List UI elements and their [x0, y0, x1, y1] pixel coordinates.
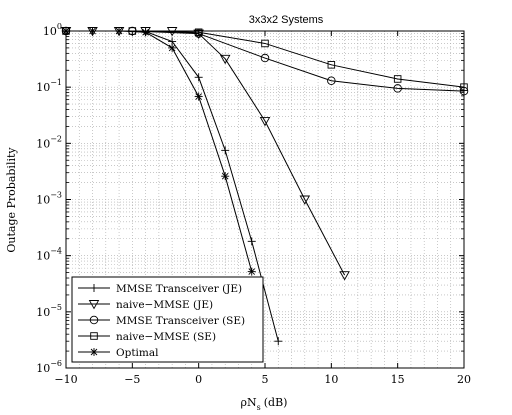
axis-ticks — [65, 30, 465, 369]
x-axis-label-sub: s — [257, 403, 261, 412]
data-point — [194, 29, 203, 38]
y-tick-label: 10−5 — [36, 303, 62, 319]
data-point — [274, 337, 283, 346]
y-tick-label: 10−4 — [36, 247, 62, 263]
x-tick-label: 20 — [457, 373, 471, 386]
y-tick-label: 10−1 — [36, 78, 62, 94]
x-tick-label: 5 — [262, 373, 269, 386]
x-tick-label: 0 — [195, 373, 202, 386]
data-point — [327, 61, 336, 69]
data-point — [261, 39, 269, 48]
legend-label: Optimal — [116, 347, 159, 359]
data-point — [247, 267, 256, 276]
legend-label: naive−MMSE (SE) — [116, 331, 216, 343]
data-point — [259, 117, 271, 127]
data-point — [194, 73, 203, 82]
y-tick-label: 10−2 — [36, 134, 62, 150]
legend-label: MMSE Transceiver (SE) — [116, 315, 245, 327]
y-tick-label: 10−6 — [36, 359, 62, 375]
legend-marker — [90, 348, 98, 356]
data-point — [168, 43, 177, 52]
legend-marker — [90, 332, 98, 340]
data-point — [299, 195, 311, 205]
y-tick-label: 10−3 — [36, 191, 62, 207]
legend-marker — [89, 315, 99, 325]
x-tick-label: −5 — [124, 373, 140, 386]
data-point — [393, 84, 402, 93]
chart-title: 3x3x2 Systems — [249, 14, 324, 26]
data-point — [141, 28, 150, 37]
data-point — [339, 271, 350, 281]
legend-label: MMSE Transceiver (JE) — [116, 283, 242, 295]
y-tick-label: 100 — [43, 22, 62, 38]
data-point — [393, 75, 402, 83]
legend-label: naive−MMSE (JE) — [116, 299, 213, 311]
series-line — [66, 30, 346, 276]
data-point — [219, 54, 231, 65]
x-tick-label: 10 — [324, 373, 338, 386]
x-axis-label: ρNs (dB) — [241, 396, 288, 412]
data-point — [247, 237, 256, 246]
data-point — [327, 76, 336, 86]
y-axis-label: Outage Probability — [5, 147, 18, 253]
legend-entry: Optimal — [78, 347, 159, 359]
data-point — [260, 53, 270, 63]
legend: MMSE Transceiver (JE) naive−MMSE (JE) MMSE… — [71, 276, 264, 363]
data-point — [221, 146, 230, 155]
data-point — [194, 92, 203, 101]
x-axis-label-unit: (dB) — [264, 396, 288, 409]
legend-entry: MMSE Transceiver (JE) — [78, 283, 242, 295]
series-1 — [60, 27, 350, 281]
legend-entry: MMSE Transceiver (SE) — [78, 315, 245, 327]
x-tick-label: −10 — [54, 373, 77, 386]
data-point — [221, 172, 230, 181]
legend-entry: naive−MMSE (SE) — [78, 331, 216, 343]
legend-marker — [90, 284, 98, 292]
legend-marker — [88, 300, 100, 310]
x-axis-label-main: ρN — [241, 396, 257, 409]
x-tick-label: 15 — [391, 373, 405, 386]
tick-labels: −10 −5 0 5 10 15 20 100 10−1 10−2 10−3 10−4 10−5 10−6 — [36, 22, 471, 386]
legend-entry: naive−MMSE (JE) — [78, 299, 213, 311]
